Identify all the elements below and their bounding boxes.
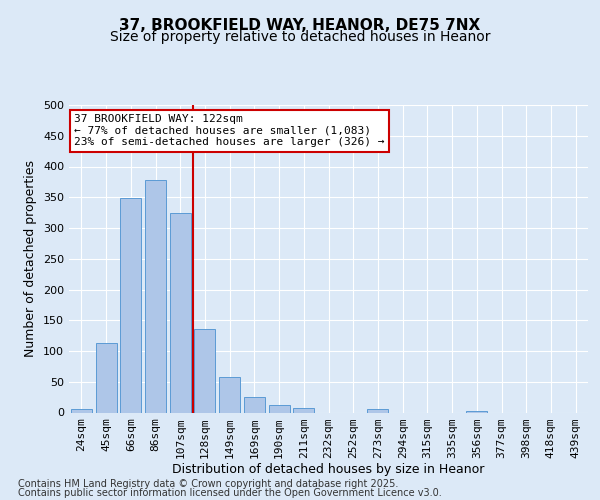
Bar — [194, 330, 215, 412]
X-axis label: Distribution of detached houses by size in Heanor: Distribution of detached houses by size … — [172, 464, 485, 476]
Bar — [95, 343, 116, 412]
Text: 37 BROOKFIELD WAY: 122sqm
← 77% of detached houses are smaller (1,083)
23% of se: 37 BROOKFIELD WAY: 122sqm ← 77% of detac… — [74, 114, 385, 148]
Y-axis label: Number of detached properties: Number of detached properties — [25, 160, 37, 357]
Text: Contains HM Land Registry data © Crown copyright and database right 2025.: Contains HM Land Registry data © Crown c… — [18, 479, 398, 489]
Bar — [120, 198, 141, 412]
Text: 37, BROOKFIELD WAY, HEANOR, DE75 7NX: 37, BROOKFIELD WAY, HEANOR, DE75 7NX — [119, 18, 481, 32]
Bar — [219, 377, 240, 412]
Bar — [71, 410, 92, 412]
Bar — [293, 408, 314, 412]
Bar — [170, 212, 191, 412]
Bar — [145, 180, 166, 412]
Text: Size of property relative to detached houses in Heanor: Size of property relative to detached ho… — [110, 30, 490, 44]
Text: Contains public sector information licensed under the Open Government Licence v3: Contains public sector information licen… — [18, 488, 442, 498]
Bar — [367, 410, 388, 412]
Bar — [244, 397, 265, 412]
Bar — [269, 405, 290, 412]
